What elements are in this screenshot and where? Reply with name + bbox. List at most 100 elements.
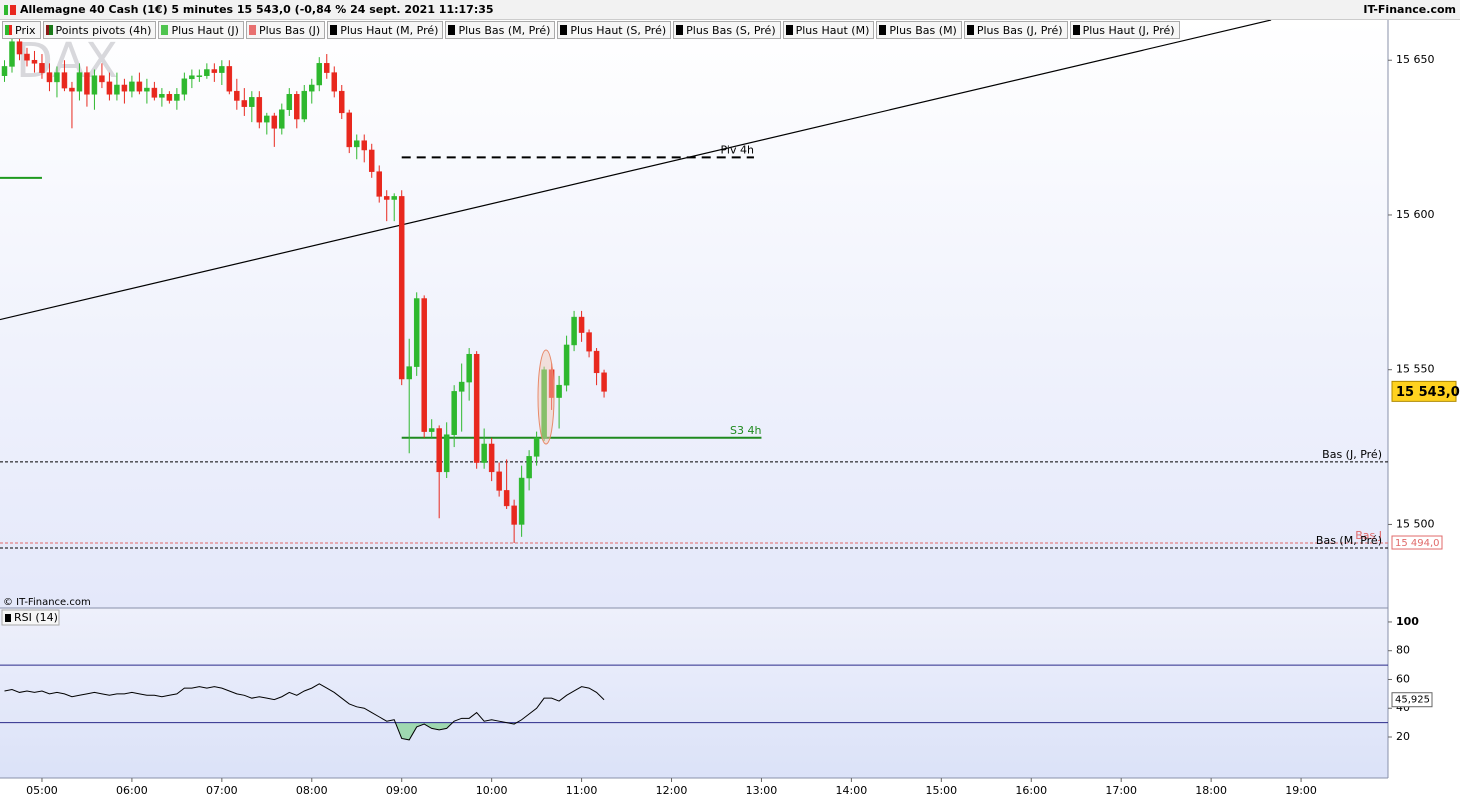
swatch-part <box>45 25 50 35</box>
level-value-label: 15 494,0 <box>1395 538 1440 549</box>
candle-body <box>346 112 352 148</box>
legend-label: Points pivots (4h) <box>55 23 152 37</box>
legend-item: Plus Haut (J, Pré) <box>1069 21 1180 39</box>
candle-body <box>234 90 240 101</box>
legend-item: Plus Haut (M) <box>782 21 875 39</box>
candle-body <box>286 94 293 110</box>
legend-swatch <box>676 25 684 35</box>
candle-body <box>488 443 495 473</box>
candle-body <box>481 443 487 463</box>
candle-body <box>46 72 53 83</box>
legend-swatch <box>248 25 256 35</box>
candle-body <box>466 353 472 383</box>
candle-body <box>601 372 607 392</box>
x-tick-label: 12:00 <box>656 784 688 797</box>
legend-swatch <box>879 25 887 35</box>
x-tick-label: 09:00 <box>386 784 418 797</box>
legend-label: Plus Bas (J) <box>258 23 321 37</box>
rsi-layer <box>0 664 1388 741</box>
header-title: Allemagne 40 Cash (1€) 5 minutes 15 543,… <box>20 3 494 16</box>
candle-body <box>181 78 188 95</box>
legend-item: Plus Bas (J) <box>245 21 326 39</box>
candle-body <box>1 66 8 76</box>
rsi-label-box <box>1 609 60 626</box>
candle-body <box>541 369 547 439</box>
candle-body <box>316 63 323 86</box>
candle-body <box>61 72 68 89</box>
x-tick-label: 07:00 <box>206 784 238 797</box>
legend-label: Plus Haut (S, Pré) <box>570 23 667 37</box>
candle-body <box>219 66 225 73</box>
candle-body <box>279 109 285 129</box>
candle-body <box>533 437 540 457</box>
main-layer <box>0 20 1388 549</box>
candle-body <box>204 69 210 76</box>
candle-body <box>473 353 480 463</box>
legend-item: Points pivots (4h) <box>42 21 157 39</box>
header: Allemagne 40 Cash (1€) 5 minutes 15 543,… <box>0 0 1460 20</box>
swatch-part <box>785 25 793 35</box>
legend-label: Plus Bas (J, Pré) <box>976 23 1063 37</box>
x-tick-label: 18:00 <box>1195 784 1227 797</box>
candle-body <box>368 149 375 172</box>
rsi-value-label: 45,925 <box>1395 695 1430 706</box>
candle-body <box>593 350 600 374</box>
legend-item: Plus Haut (M, Pré) <box>327 21 444 39</box>
candle-body <box>496 471 502 491</box>
x-tick-label: 19:00 <box>1285 784 1317 797</box>
candle-body <box>106 81 113 95</box>
legend-label: Plus Haut (J) <box>171 23 239 37</box>
swatch-part <box>161 25 169 35</box>
legend-item: Plus Haut (J) <box>158 21 244 39</box>
level-label: Bas (J, Pré) <box>1322 448 1382 461</box>
candle-body <box>196 75 203 77</box>
candle-body <box>413 298 420 367</box>
swatch-part <box>5 25 9 35</box>
x-tick-label: 05:00 <box>26 784 58 797</box>
x-tick-label: 11:00 <box>566 784 598 797</box>
credit: © IT-Finance.com <box>3 597 91 608</box>
candle-body <box>406 366 412 380</box>
rsi-panel <box>0 608 1388 778</box>
candle-body <box>84 72 90 95</box>
swatch-part <box>330 25 338 35</box>
candle-body <box>451 391 457 435</box>
swatch-part <box>8 25 12 35</box>
x-tick-label: 10:00 <box>476 784 508 797</box>
x-tick-label: 13:00 <box>746 784 778 797</box>
y-tick-label: 15 650 <box>1396 53 1435 66</box>
rsi-label: RSI (14) <box>14 611 58 624</box>
y-tick-label: 15 600 <box>1396 208 1435 221</box>
legend-label: Plus Bas (S, Pré) <box>686 23 776 37</box>
candle-body <box>159 94 165 98</box>
rsi-y-tick-label: 100 <box>1396 615 1419 628</box>
candle-body <box>174 94 180 101</box>
legend: Prix Points pivots (4h) Plus Haut (J) Plus … <box>2 21 1180 39</box>
rsi-y-tick-label: 60 <box>1396 672 1410 685</box>
x-tick-label: 08:00 <box>296 784 328 797</box>
legend-label: Plus Bas (M) <box>889 23 957 37</box>
legend-swatch <box>161 25 169 35</box>
legend-label: Plus Haut (J, Pré) <box>1082 23 1175 37</box>
legend-swatch <box>1072 25 1080 35</box>
x-tick-label: 17:00 <box>1105 784 1137 797</box>
candle-body <box>144 87 150 92</box>
candle-body <box>241 100 248 107</box>
candle-body <box>99 75 105 83</box>
candle-body <box>383 196 390 200</box>
candle-body <box>151 87 158 98</box>
swatch-part <box>248 25 256 35</box>
rsi-swatch <box>5 614 11 622</box>
candle-body <box>361 140 367 151</box>
candle-body <box>324 63 330 73</box>
candle-body <box>331 72 338 92</box>
candle-body <box>69 87 75 92</box>
legend-swatch <box>45 25 53 35</box>
header-brand: IT-Finance.com <box>1363 3 1456 16</box>
candle-body <box>264 115 270 123</box>
legend-label: Plus Bas (M, Pré) <box>458 23 551 37</box>
legend-swatch <box>560 25 568 35</box>
swatch-part <box>676 25 684 35</box>
x-tick-label: 06:00 <box>116 784 148 797</box>
x-tick-label: 15:00 <box>925 784 957 797</box>
